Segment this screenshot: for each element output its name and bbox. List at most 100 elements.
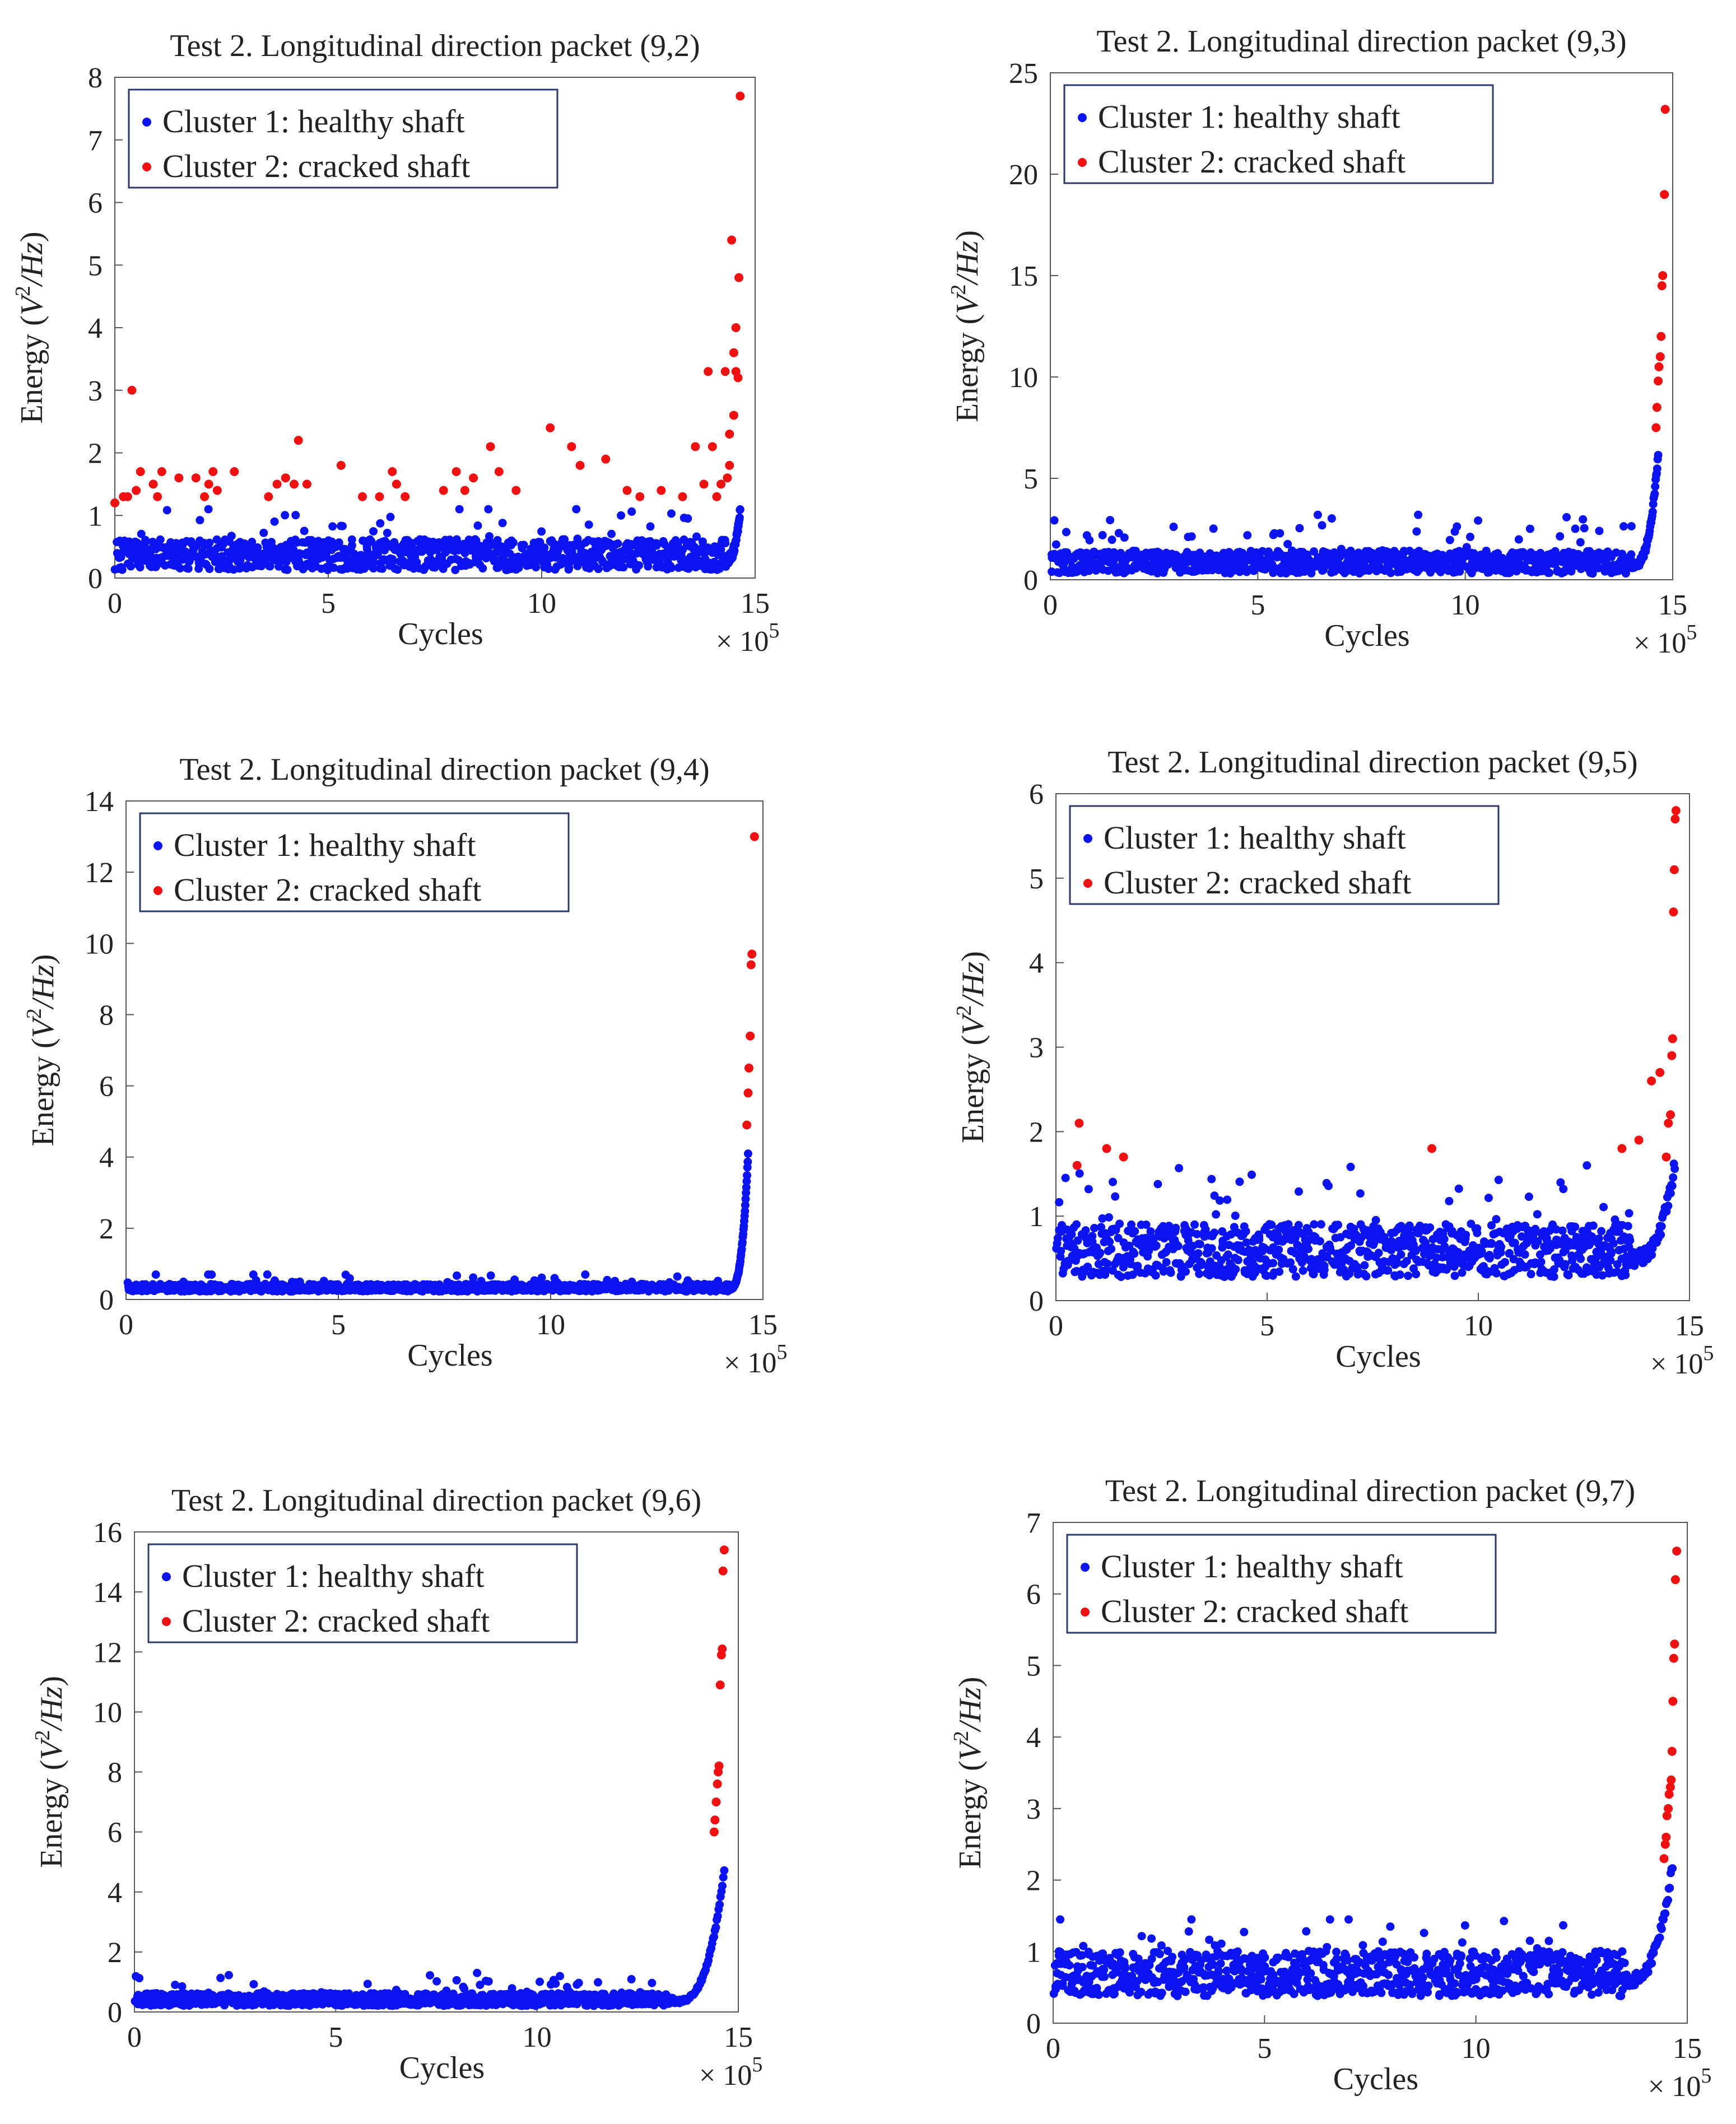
cracked-point xyxy=(1072,1161,1082,1170)
healthy-point xyxy=(572,505,581,514)
healthy-point xyxy=(1650,490,1659,499)
legend-box xyxy=(1069,805,1500,905)
healthy-point xyxy=(1175,1164,1184,1173)
y-label-unit-den: /Hz xyxy=(34,1686,69,1731)
healthy-point xyxy=(1556,532,1565,541)
cracked-point xyxy=(110,498,119,507)
cracked-points xyxy=(1072,806,1681,1170)
healthy-point xyxy=(1579,515,1588,524)
healthy-point xyxy=(1274,1245,1283,1254)
healthy-point xyxy=(1300,1252,1309,1261)
cracked-point xyxy=(742,1120,752,1130)
y-label-unit-den: /Hz xyxy=(956,961,990,1007)
cracked-point xyxy=(208,467,218,477)
healthy-point xyxy=(1152,1241,1161,1250)
healthy-point xyxy=(1669,1173,1678,1182)
y-axis-label: Energy (V2/Hz) xyxy=(947,230,985,422)
legend-cracked-label: Cluster 2: cracked shaft xyxy=(174,872,481,908)
healthy-point xyxy=(227,532,236,541)
cracked-point xyxy=(657,486,666,495)
healthy-point xyxy=(565,563,574,572)
healthy-point xyxy=(736,505,744,514)
healthy-point xyxy=(196,516,204,525)
healthy-point xyxy=(1533,1237,1542,1246)
cracked-point xyxy=(1669,865,1679,874)
healthy-point xyxy=(1607,1249,1616,1258)
cracked-point xyxy=(704,367,713,376)
y-tick-label: 0 xyxy=(1023,565,1038,597)
healthy-point xyxy=(378,564,387,573)
multiplier-exponent: 5 xyxy=(1686,621,1697,644)
healthy-point xyxy=(1324,1181,1333,1190)
chart-title: Test 2. Longitudinal direction packet (9… xyxy=(170,29,700,63)
cracked-point xyxy=(1634,1135,1644,1145)
plot-frame xyxy=(1050,72,1673,580)
cracked-point xyxy=(1652,403,1661,412)
cracked-point xyxy=(744,1063,753,1073)
cracked-point xyxy=(1655,352,1665,361)
y-axis-label: Energy (V2/Hz) xyxy=(11,231,49,423)
healthy-point xyxy=(334,538,343,547)
cracked-point xyxy=(1664,1119,1673,1128)
healthy-point xyxy=(328,522,337,531)
healthy-point xyxy=(1184,1236,1193,1245)
cracked-point xyxy=(1654,362,1664,371)
healthy-point xyxy=(1571,524,1580,533)
chart-panel: Test 2. Longitudinal direction packet (9… xyxy=(947,24,1697,659)
cracked-point xyxy=(272,479,282,489)
healthy-point xyxy=(1166,1268,1175,1277)
y-tick-label: 3 xyxy=(88,375,103,407)
healthy-point xyxy=(1190,1220,1199,1229)
healthy-point xyxy=(720,535,729,544)
y-tick-label: 14 xyxy=(93,1577,122,1609)
healthy-point xyxy=(646,522,655,531)
healthy-point xyxy=(627,507,636,516)
multiplier-exponent: 5 xyxy=(769,619,779,642)
healthy-point xyxy=(1111,1192,1120,1201)
healthy-point xyxy=(1318,521,1327,530)
cracked-point xyxy=(743,1088,753,1098)
healthy-point xyxy=(1258,547,1267,556)
healthy-points xyxy=(1048,450,1663,578)
healthy-point xyxy=(1081,1226,1090,1235)
cracked-point xyxy=(336,460,346,470)
healthy-points xyxy=(123,1149,752,1296)
y-tick-label: 20 xyxy=(1009,159,1038,191)
healthy-point xyxy=(1121,567,1130,576)
legend-box xyxy=(139,812,570,912)
healthy-point xyxy=(1599,1203,1608,1212)
chart-title: Test 2. Longitudinal direction packet (9… xyxy=(171,1483,701,1518)
healthy-point xyxy=(1404,1271,1413,1280)
healthy-point xyxy=(1181,1267,1190,1276)
y-tick-label: 0 xyxy=(108,1997,122,2029)
y-tick-label: 1 xyxy=(88,500,103,532)
cracked-point xyxy=(1661,1152,1671,1162)
healthy-point xyxy=(683,514,692,523)
cracked-point xyxy=(699,479,709,489)
healthy-point xyxy=(1562,513,1571,521)
healthy-point xyxy=(1505,1249,1514,1257)
healthy-point xyxy=(1103,1259,1112,1268)
cracked-point xyxy=(212,486,222,495)
healthy-point xyxy=(1327,514,1336,523)
x-axis-label: Cycles xyxy=(407,1338,492,1373)
healthy-point xyxy=(291,511,300,520)
cracked-point xyxy=(174,473,184,483)
healthy-point xyxy=(1247,1170,1256,1179)
healthy-point xyxy=(1648,507,1657,516)
healthy-point xyxy=(1545,569,1554,577)
healthy-point xyxy=(1537,1257,1546,1266)
cracked-point xyxy=(1647,1076,1656,1086)
healthy-point xyxy=(1096,1249,1105,1257)
healthy-point xyxy=(1269,1259,1278,1268)
cracked-point xyxy=(731,323,741,332)
cracked-point xyxy=(1656,332,1666,341)
cracked-point xyxy=(127,385,137,395)
cracked-point xyxy=(729,348,738,357)
legend-cracked-marker xyxy=(1078,158,1087,167)
legend-box xyxy=(128,88,559,189)
healthy-point xyxy=(1393,1259,1402,1268)
